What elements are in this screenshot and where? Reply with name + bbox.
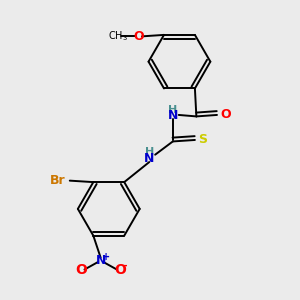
- Text: O: O: [134, 30, 144, 43]
- Text: H: H: [168, 105, 177, 115]
- Text: O: O: [114, 262, 126, 277]
- Text: N: N: [168, 109, 178, 122]
- Text: H: H: [145, 147, 154, 157]
- Text: S: S: [198, 134, 207, 146]
- Text: +: +: [102, 252, 110, 262]
- Text: -: -: [123, 260, 128, 270]
- Text: Br: Br: [50, 174, 65, 187]
- Text: O: O: [220, 108, 231, 122]
- Text: O: O: [76, 262, 88, 277]
- Text: N: N: [95, 254, 106, 267]
- Text: N: N: [144, 152, 154, 165]
- Text: CH$_3$: CH$_3$: [108, 29, 128, 43]
